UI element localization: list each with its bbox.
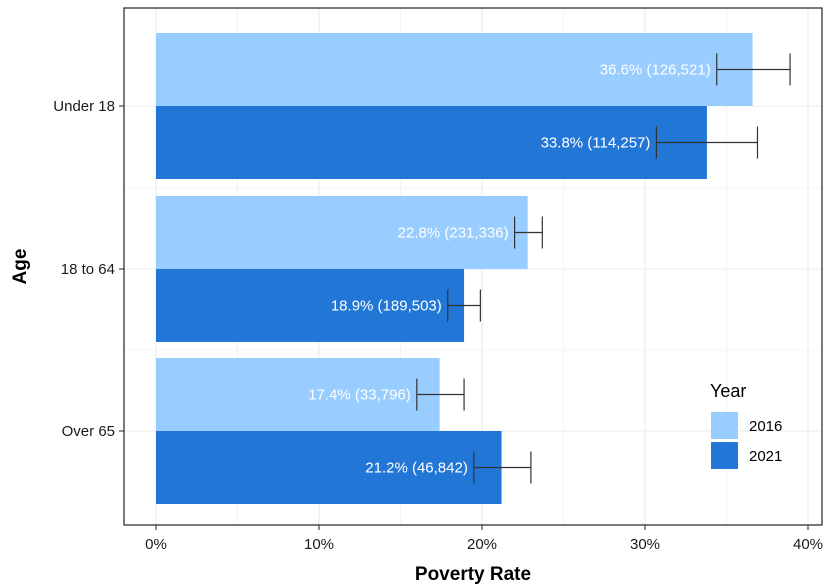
y-tick-label: Under 18: [53, 98, 115, 115]
y-axis-title: Age: [10, 249, 31, 285]
y-tick-label: 18 to 64: [61, 261, 115, 278]
bar-data-label: 36.6% (126,521): [600, 62, 711, 79]
legend-key: [711, 442, 738, 469]
error-bar: [473, 451, 532, 484]
y-axis: Under 18 18 to 64 Over 65: [53, 98, 124, 440]
legend-label: 2016: [749, 418, 782, 435]
legend-title: Year: [710, 381, 746, 401]
error-bar: [655, 126, 759, 159]
bar: [156, 269, 465, 342]
bar: [156, 196, 528, 269]
bar-labels: 36.6% (126,521) 33.8% (114,257) 22.8% (231…: [308, 62, 710, 477]
bar: [156, 431, 502, 504]
bar-data-label: 21.2% (46,842): [365, 460, 468, 477]
bar: [156, 106, 707, 179]
x-axis: 0% 10% 20% 30% 40%: [145, 525, 823, 553]
error-bar: [716, 53, 791, 86]
x-tick-label: 40%: [793, 536, 823, 553]
y-tick-label: Over 65: [62, 423, 115, 440]
error-bar: [513, 216, 543, 249]
bars: [156, 33, 753, 504]
error-bar: [447, 289, 481, 322]
error-bars: [416, 53, 791, 484]
bar: [156, 358, 440, 431]
bar-data-label: 22.8% (231,336): [398, 225, 509, 242]
x-tick-label: 30%: [630, 536, 660, 553]
x-axis-title: Poverty Rate: [415, 564, 531, 585]
bar: [156, 33, 753, 106]
x-tick-label: 0%: [145, 536, 167, 553]
legend: Year 2016 2021: [710, 381, 782, 469]
bar-data-label: 18.9% (189,503): [331, 298, 442, 315]
x-tick-label: 10%: [304, 536, 334, 553]
error-bar: [416, 378, 465, 411]
legend-key: [711, 412, 738, 439]
plot-border: [123, 7, 823, 526]
legend-label: 2021: [749, 448, 782, 465]
bar-data-label: 33.8% (114,257): [541, 135, 651, 152]
bar-data-label: 17.4% (33,796): [308, 387, 411, 404]
x-tick-label: 20%: [467, 536, 497, 553]
